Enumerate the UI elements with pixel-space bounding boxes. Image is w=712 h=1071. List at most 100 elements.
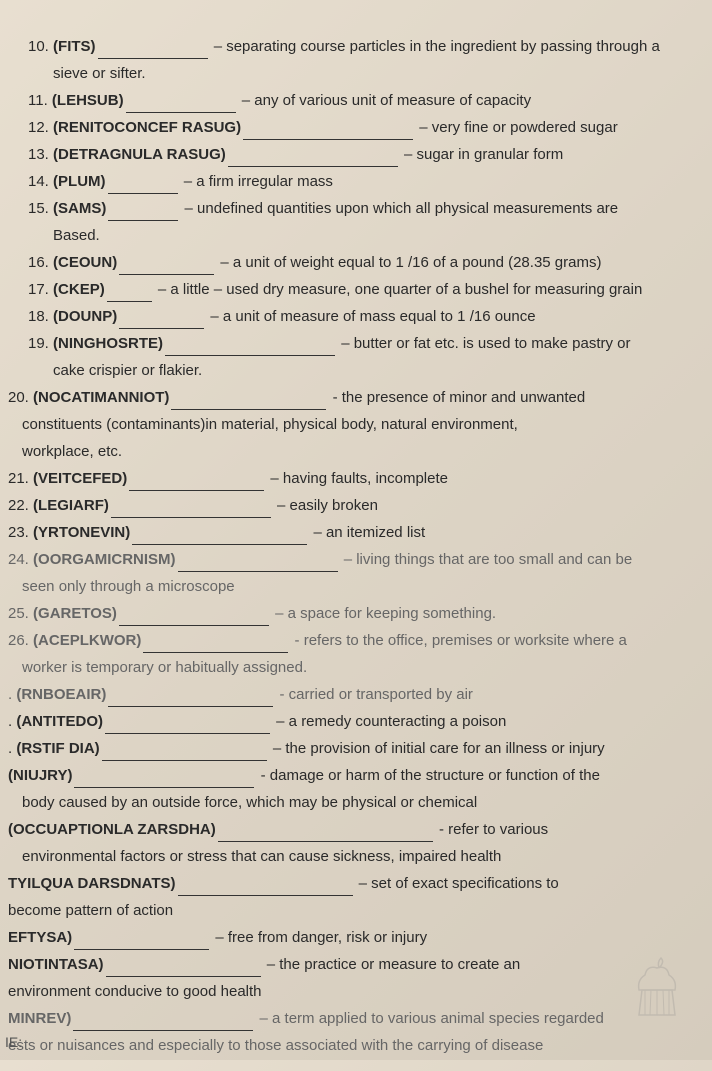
question-item: 25. (GARETOS) – a space for keeping some…: [8, 602, 704, 626]
item-number: 21.: [8, 470, 33, 487]
question-item: TYILQUA DARSDNATS) – set of exact specif…: [8, 872, 704, 896]
definition-text: – any of various unit of measure of capa…: [242, 92, 531, 109]
question-item: 20. (NOCATIMANNIOT) - the presence of mi…: [8, 386, 704, 410]
scrambled-word: MINREV): [8, 1010, 71, 1027]
continuation-text: Based.: [8, 224, 704, 248]
scrambled-word: (VEITCEFED): [33, 470, 127, 487]
definition-text: – an itemized list: [313, 524, 425, 541]
scrambled-word: (OCCUAPTIONLA ZARSDHA): [8, 821, 216, 838]
answer-blank[interactable]: [119, 274, 214, 275]
definition-text: – undefined quantities upon which all ph…: [185, 200, 619, 217]
question-item: 24. (OORGAMICRNISM) – living things that…: [8, 548, 704, 572]
definition-text: – separating course particles in the ing…: [214, 38, 660, 55]
item-number: 15.: [28, 200, 53, 217]
scrambled-word: (LEHSUB): [52, 92, 124, 109]
answer-blank[interactable]: [106, 976, 261, 977]
answer-blank[interactable]: [126, 112, 236, 113]
answer-blank[interactable]: [98, 58, 208, 59]
scrambled-word: (GARETOS): [33, 605, 117, 622]
definition-text: – easily broken: [277, 497, 378, 514]
continuation-text: constituents (contaminants)in material, …: [8, 413, 704, 437]
definition-text: – very fine or powdered sugar: [419, 119, 617, 136]
question-item: EFTYSA) – free from danger, risk or inju…: [8, 926, 704, 950]
question-item: 12. (RENITOCONCEF RASUG) – very fine or …: [8, 116, 704, 140]
question-item: 18. (DOUNP) – a unit of measure of mass …: [8, 305, 704, 329]
answer-blank[interactable]: [132, 544, 307, 545]
item-number: 14.: [28, 173, 53, 190]
answer-blank[interactable]: [178, 895, 353, 896]
definition-text: - refers to the office, premises or work…: [295, 632, 627, 649]
answer-blank[interactable]: [108, 220, 178, 221]
answer-blank[interactable]: [243, 139, 413, 140]
question-item: NIOTINTASA) – the practice or measure to…: [8, 953, 704, 977]
question-item: 10. (FITS) – separating course particles…: [8, 35, 704, 59]
definition-text: – a space for keeping something.: [275, 605, 496, 622]
scrambled-word: (NOCATIMANNIOT): [33, 389, 169, 406]
scrambled-word: EFTYSA): [8, 929, 72, 946]
answer-blank[interactable]: [143, 652, 288, 653]
definition-text: – a unit of measure of mass equal to 1 /…: [210, 308, 535, 325]
question-item: 26. (ACEPLKWOR) - refers to the office, …: [8, 629, 704, 653]
question-item: 16. (CEOUN) – a unit of weight equal to …: [8, 251, 704, 275]
answer-blank[interactable]: [108, 706, 273, 707]
question-item: 23. (YRTONEVIN) – an itemized list: [8, 521, 704, 545]
answer-blank[interactable]: [73, 1030, 253, 1031]
answer-blank[interactable]: [111, 517, 271, 518]
scrambled-word: (RSTIF DIA): [16, 740, 99, 757]
scrambled-word: (DETRAGNULA RASUG): [53, 146, 226, 163]
definition-text: – a little – used dry measure, one quart…: [158, 281, 642, 298]
scrambled-word: (RENITOCONCEF RASUG): [53, 119, 241, 136]
question-item: (OCCUAPTIONLA ZARSDHA) - refer to variou…: [8, 818, 704, 842]
question-item: . (RNBOEAIR) - carried or transported by…: [8, 683, 704, 707]
definition-text: - carried or transported by air: [280, 686, 473, 703]
question-item: 21. (VEITCEFED) – having faults, incompl…: [8, 467, 704, 491]
question-item: 22. (LEGIARF) – easily broken: [8, 494, 704, 518]
scrambled-word: (NINGHOSRTE): [53, 335, 163, 352]
scrambled-word: (OORGAMICRNISM): [33, 551, 176, 568]
item-number: 23.: [8, 524, 33, 541]
item-number: 24.: [8, 551, 33, 568]
scrambled-word: (RNBOEAIR): [16, 686, 106, 703]
worksheet-page: 10. (FITS) – separating course particles…: [0, 0, 712, 1071]
continuation-text: become pattern of action: [8, 899, 704, 923]
definition-text: – a remedy counteracting a poison: [276, 713, 506, 730]
definition-text: - refer to various: [439, 821, 548, 838]
answer-blank[interactable]: [74, 787, 254, 788]
answer-blank[interactable]: [171, 409, 326, 410]
answer-blank[interactable]: [107, 301, 152, 302]
item-number: 12.: [28, 119, 53, 136]
answer-blank[interactable]: [165, 355, 335, 356]
scrambled-word: NIOTINTASA): [8, 956, 104, 973]
question-item: 19. (NINGHOSRTE) – butter or fat etc. is…: [8, 332, 704, 356]
answer-blank[interactable]: [74, 949, 209, 950]
item-number: 22.: [8, 497, 33, 514]
definition-text: – the provision of initial care for an i…: [273, 740, 605, 757]
answer-blank[interactable]: [228, 166, 398, 167]
answer-blank[interactable]: [178, 571, 338, 572]
definition-text: – living things that are too small and c…: [344, 551, 633, 568]
scrambled-word: (CEOUN): [53, 254, 117, 271]
answer-blank[interactable]: [102, 760, 267, 761]
continuation-text: cake crispier or flakier.: [8, 359, 704, 383]
definition-text: – sugar in granular form: [404, 146, 563, 163]
definition-text: – free from danger, risk or injury: [215, 929, 427, 946]
continuation-text: body caused by an outside force, which m…: [8, 791, 704, 815]
answer-blank[interactable]: [119, 625, 269, 626]
answer-blank[interactable]: [108, 193, 178, 194]
scrambled-word: (YRTONEVIN): [33, 524, 130, 541]
definition-text: – butter or fat etc. is used to make pas…: [341, 335, 630, 352]
answer-blank[interactable]: [105, 733, 270, 734]
continuation-text: worker is temporary or habitually assign…: [8, 656, 704, 680]
scrambled-word: (ACEPLKWOR): [33, 632, 141, 649]
item-number: 13.: [28, 146, 53, 163]
definition-text: – a term applied to various animal speci…: [260, 1010, 604, 1027]
answer-blank[interactable]: [129, 490, 264, 491]
question-item: (NIUJRY) - damage or harm of the structu…: [8, 764, 704, 788]
answer-blank[interactable]: [218, 841, 433, 842]
item-number: 10.: [28, 38, 53, 55]
answer-blank[interactable]: [119, 328, 204, 329]
item-number: 16.: [28, 254, 53, 271]
definition-text: – having faults, incomplete: [270, 470, 448, 487]
scrambled-word: (NIUJRY): [8, 767, 72, 784]
scrambled-word: (SAMS): [53, 200, 106, 217]
